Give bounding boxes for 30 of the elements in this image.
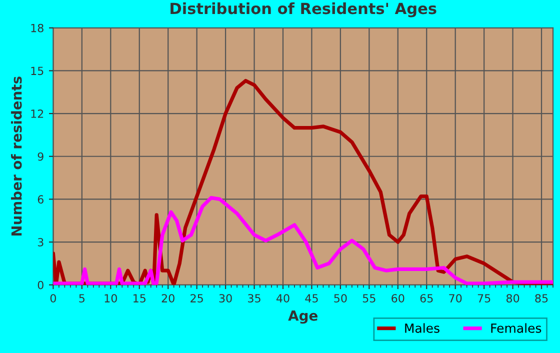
x-tick-label: 60	[392, 294, 404, 302]
x-tick-label: 30	[219, 294, 232, 302]
y-tick-label: 18	[31, 24, 44, 32]
y-tick-label: 12	[31, 110, 44, 118]
y-tick-label: 6	[38, 195, 44, 204]
x-tick-label: 15	[134, 294, 146, 302]
x-tick-label: 10	[104, 294, 117, 302]
x-tick-label: 40	[276, 294, 290, 302]
x-tick-label: 35	[248, 294, 260, 302]
x-tick-label: 70	[449, 294, 462, 302]
y-tick-label: 15	[31, 66, 44, 76]
x-tick-label: 75	[478, 294, 490, 302]
x-tick-label: 85	[535, 294, 548, 302]
x-tick-label: 50	[334, 294, 347, 302]
x-tick-label: 45	[305, 294, 318, 302]
x-tick-label: 55	[362, 294, 376, 302]
chart-title: Distribution of Residents' Ages	[170, 2, 436, 18]
x-axis-title: Age	[288, 310, 318, 324]
y-tick-label: 3	[38, 238, 44, 246]
y-axis-title: Number of residents	[11, 76, 22, 236]
y-tick-label: 9	[38, 152, 44, 161]
x-tick-label: 20	[162, 294, 174, 302]
legend-label: Females	[491, 323, 542, 333]
x-tick-label: 25	[190, 294, 203, 302]
legend-label: Males	[405, 323, 440, 333]
x-tick-label: 65	[420, 294, 433, 302]
x-tick-label: 5	[79, 294, 84, 302]
y-tick-label: 0	[38, 280, 44, 290]
x-tick-label: 80	[506, 294, 520, 302]
x-tick-label: 0	[50, 294, 56, 302]
